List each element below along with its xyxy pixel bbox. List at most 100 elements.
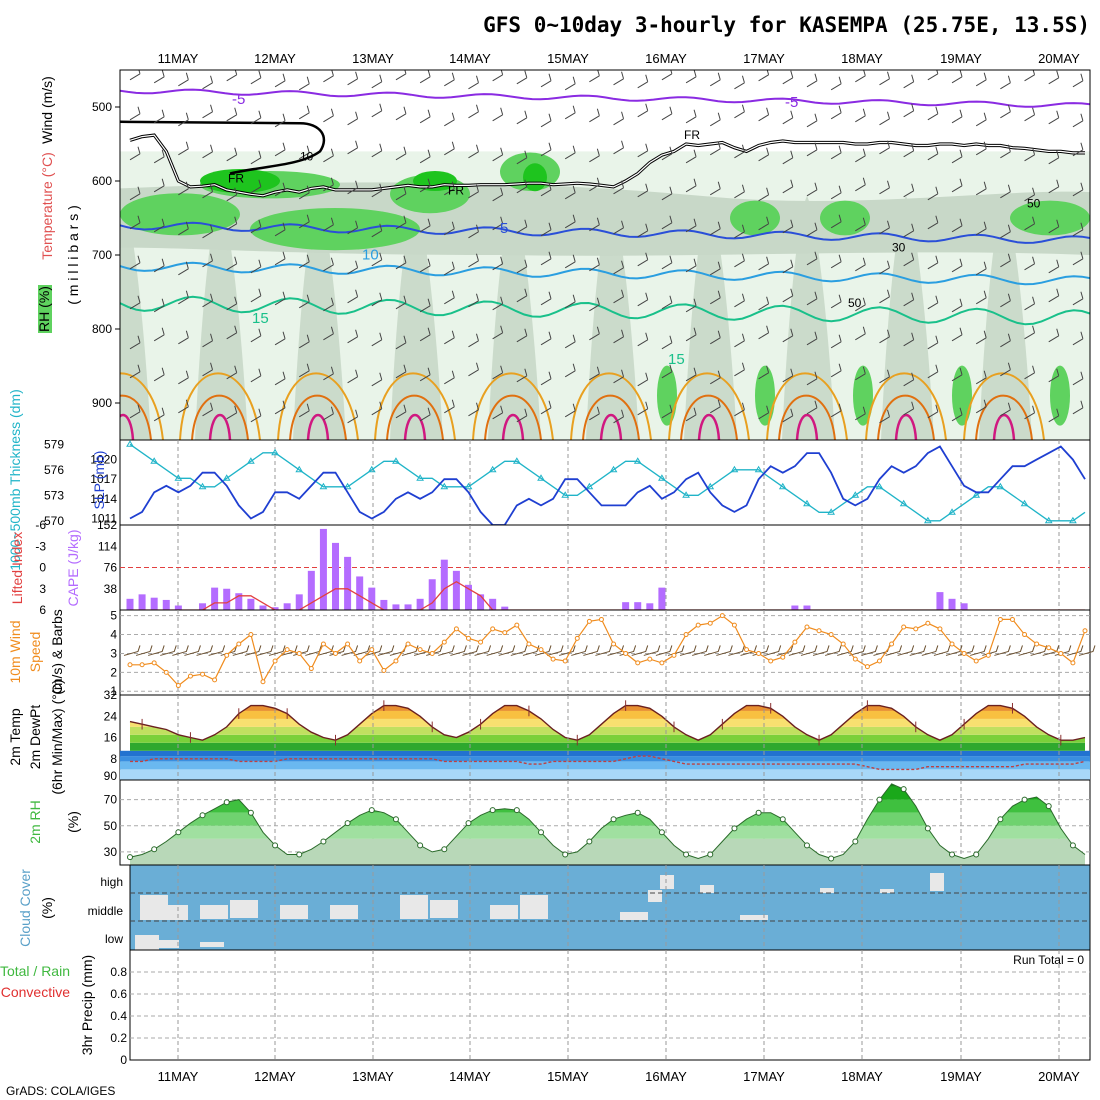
axis-title-pressure: ( m i l l i b a r s ) — [65, 205, 81, 305]
wind-barb — [782, 328, 794, 343]
wind-barb — [879, 111, 890, 126]
wind-barb — [951, 367, 963, 382]
wind-barb — [468, 184, 479, 199]
slp-tick: 1014 — [90, 492, 117, 506]
wind-barb — [830, 334, 842, 349]
wind-barb — [347, 71, 359, 86]
cape-bar — [235, 593, 243, 610]
cape-bar — [380, 599, 388, 610]
wind-barb — [468, 293, 479, 308]
wind-barb — [740, 645, 757, 656]
cloud-block — [880, 889, 894, 893]
wind-barb — [782, 259, 794, 274]
wind-barb — [516, 368, 528, 383]
thickness-point — [633, 457, 642, 464]
cape-bar — [440, 559, 448, 610]
wind-barb — [589, 70, 600, 83]
wind-barb — [492, 187, 504, 202]
wind-barb — [559, 645, 576, 656]
thickness-point — [899, 499, 908, 507]
wind-barb — [879, 71, 890, 86]
axis-title-precip: 3hr Precip (mm) — [79, 955, 95, 1055]
wind-barb — [268, 645, 286, 656]
isotherm-20 — [374, 372, 456, 440]
wind-speed-point — [236, 641, 242, 647]
wind-barb — [975, 399, 987, 414]
wind-barb — [202, 224, 214, 239]
wind-barb — [129, 146, 141, 161]
wind-barb — [897, 645, 915, 656]
wind-barb — [564, 254, 576, 269]
wind-barb — [468, 144, 479, 159]
wind-speed-point — [478, 639, 484, 645]
cape-bar — [477, 594, 485, 610]
axis-title-rh: RH (%) — [36, 286, 52, 332]
wind-barb — [975, 72, 987, 87]
rh-point — [320, 838, 327, 845]
cape-bar — [138, 594, 146, 610]
wind-barb — [540, 222, 552, 237]
wind-barb — [764, 645, 782, 656]
rh-point — [997, 816, 1004, 823]
cloud-block — [330, 905, 358, 919]
wind-barb — [540, 331, 552, 346]
cape-lifted-index-panel: -6 -3 0 3 6 152 114 76 38 — [35, 518, 1091, 617]
wind-barb — [728, 645, 745, 656]
wind-barb — [1048, 408, 1060, 423]
wind-speed-point — [357, 658, 363, 664]
li-tick: 0 — [39, 561, 46, 575]
wind-barb — [516, 179, 528, 194]
wind-barb — [782, 408, 794, 423]
wind-barb — [323, 217, 334, 232]
rh-tick: 50 — [104, 819, 118, 833]
wind-barb — [419, 178, 431, 193]
date-label: 19MAY — [940, 1069, 982, 1084]
wind-barb — [347, 180, 359, 195]
isotherm-20 — [120, 372, 164, 440]
rh-point — [924, 825, 931, 832]
rh-point — [392, 816, 399, 823]
wind-speed-point — [780, 654, 786, 660]
wind-barb — [782, 179, 794, 194]
wind-speed-point — [163, 669, 169, 675]
wind-barb — [927, 146, 939, 161]
cape-bar — [658, 587, 666, 610]
cape-bar — [259, 605, 267, 610]
wind-barb — [135, 645, 153, 656]
wind-tick: 4 — [110, 628, 117, 642]
wind-barb — [921, 645, 939, 656]
wind-barb — [1072, 291, 1084, 306]
isotherm-25 — [582, 394, 640, 440]
wind-barb — [444, 261, 455, 276]
wind-speed-point — [453, 626, 459, 632]
rh-point — [465, 820, 472, 827]
precip-tick: 0.2 — [110, 1031, 127, 1045]
wind-speed-point — [465, 635, 471, 641]
wind-barb — [202, 293, 214, 308]
y-tick-label: 600 — [92, 174, 112, 188]
isotherm-20 — [963, 372, 1045, 440]
wind-barb — [419, 149, 431, 164]
rh-shade — [1050, 365, 1070, 426]
wind-barb — [1000, 224, 1011, 239]
wind-barb — [492, 107, 504, 122]
isotherm-20 — [179, 372, 261, 440]
wind-barb — [178, 72, 189, 87]
date-axis-top: 11MAY 12MAY 13MAY 14MAY 15MAY 16MAY 17MAY 18MAY… — [158, 51, 1081, 66]
wind-barb — [492, 256, 504, 271]
precip-tick: 0.6 — [110, 987, 127, 1001]
rh-point — [973, 851, 980, 858]
wind-barb — [486, 645, 504, 656]
wind-speed-point — [562, 658, 568, 664]
wind-barb — [685, 178, 697, 193]
wind-barb — [226, 107, 238, 122]
wind-speed-point — [1082, 628, 1088, 634]
wind-barb — [855, 257, 866, 272]
rh-point — [562, 851, 569, 858]
wind-barb — [945, 645, 963, 656]
wind-barb — [661, 404, 673, 419]
wind-barb — [685, 109, 697, 124]
wind-barb — [879, 329, 890, 344]
wind-barb — [226, 147, 238, 162]
wind-barb — [274, 291, 286, 306]
